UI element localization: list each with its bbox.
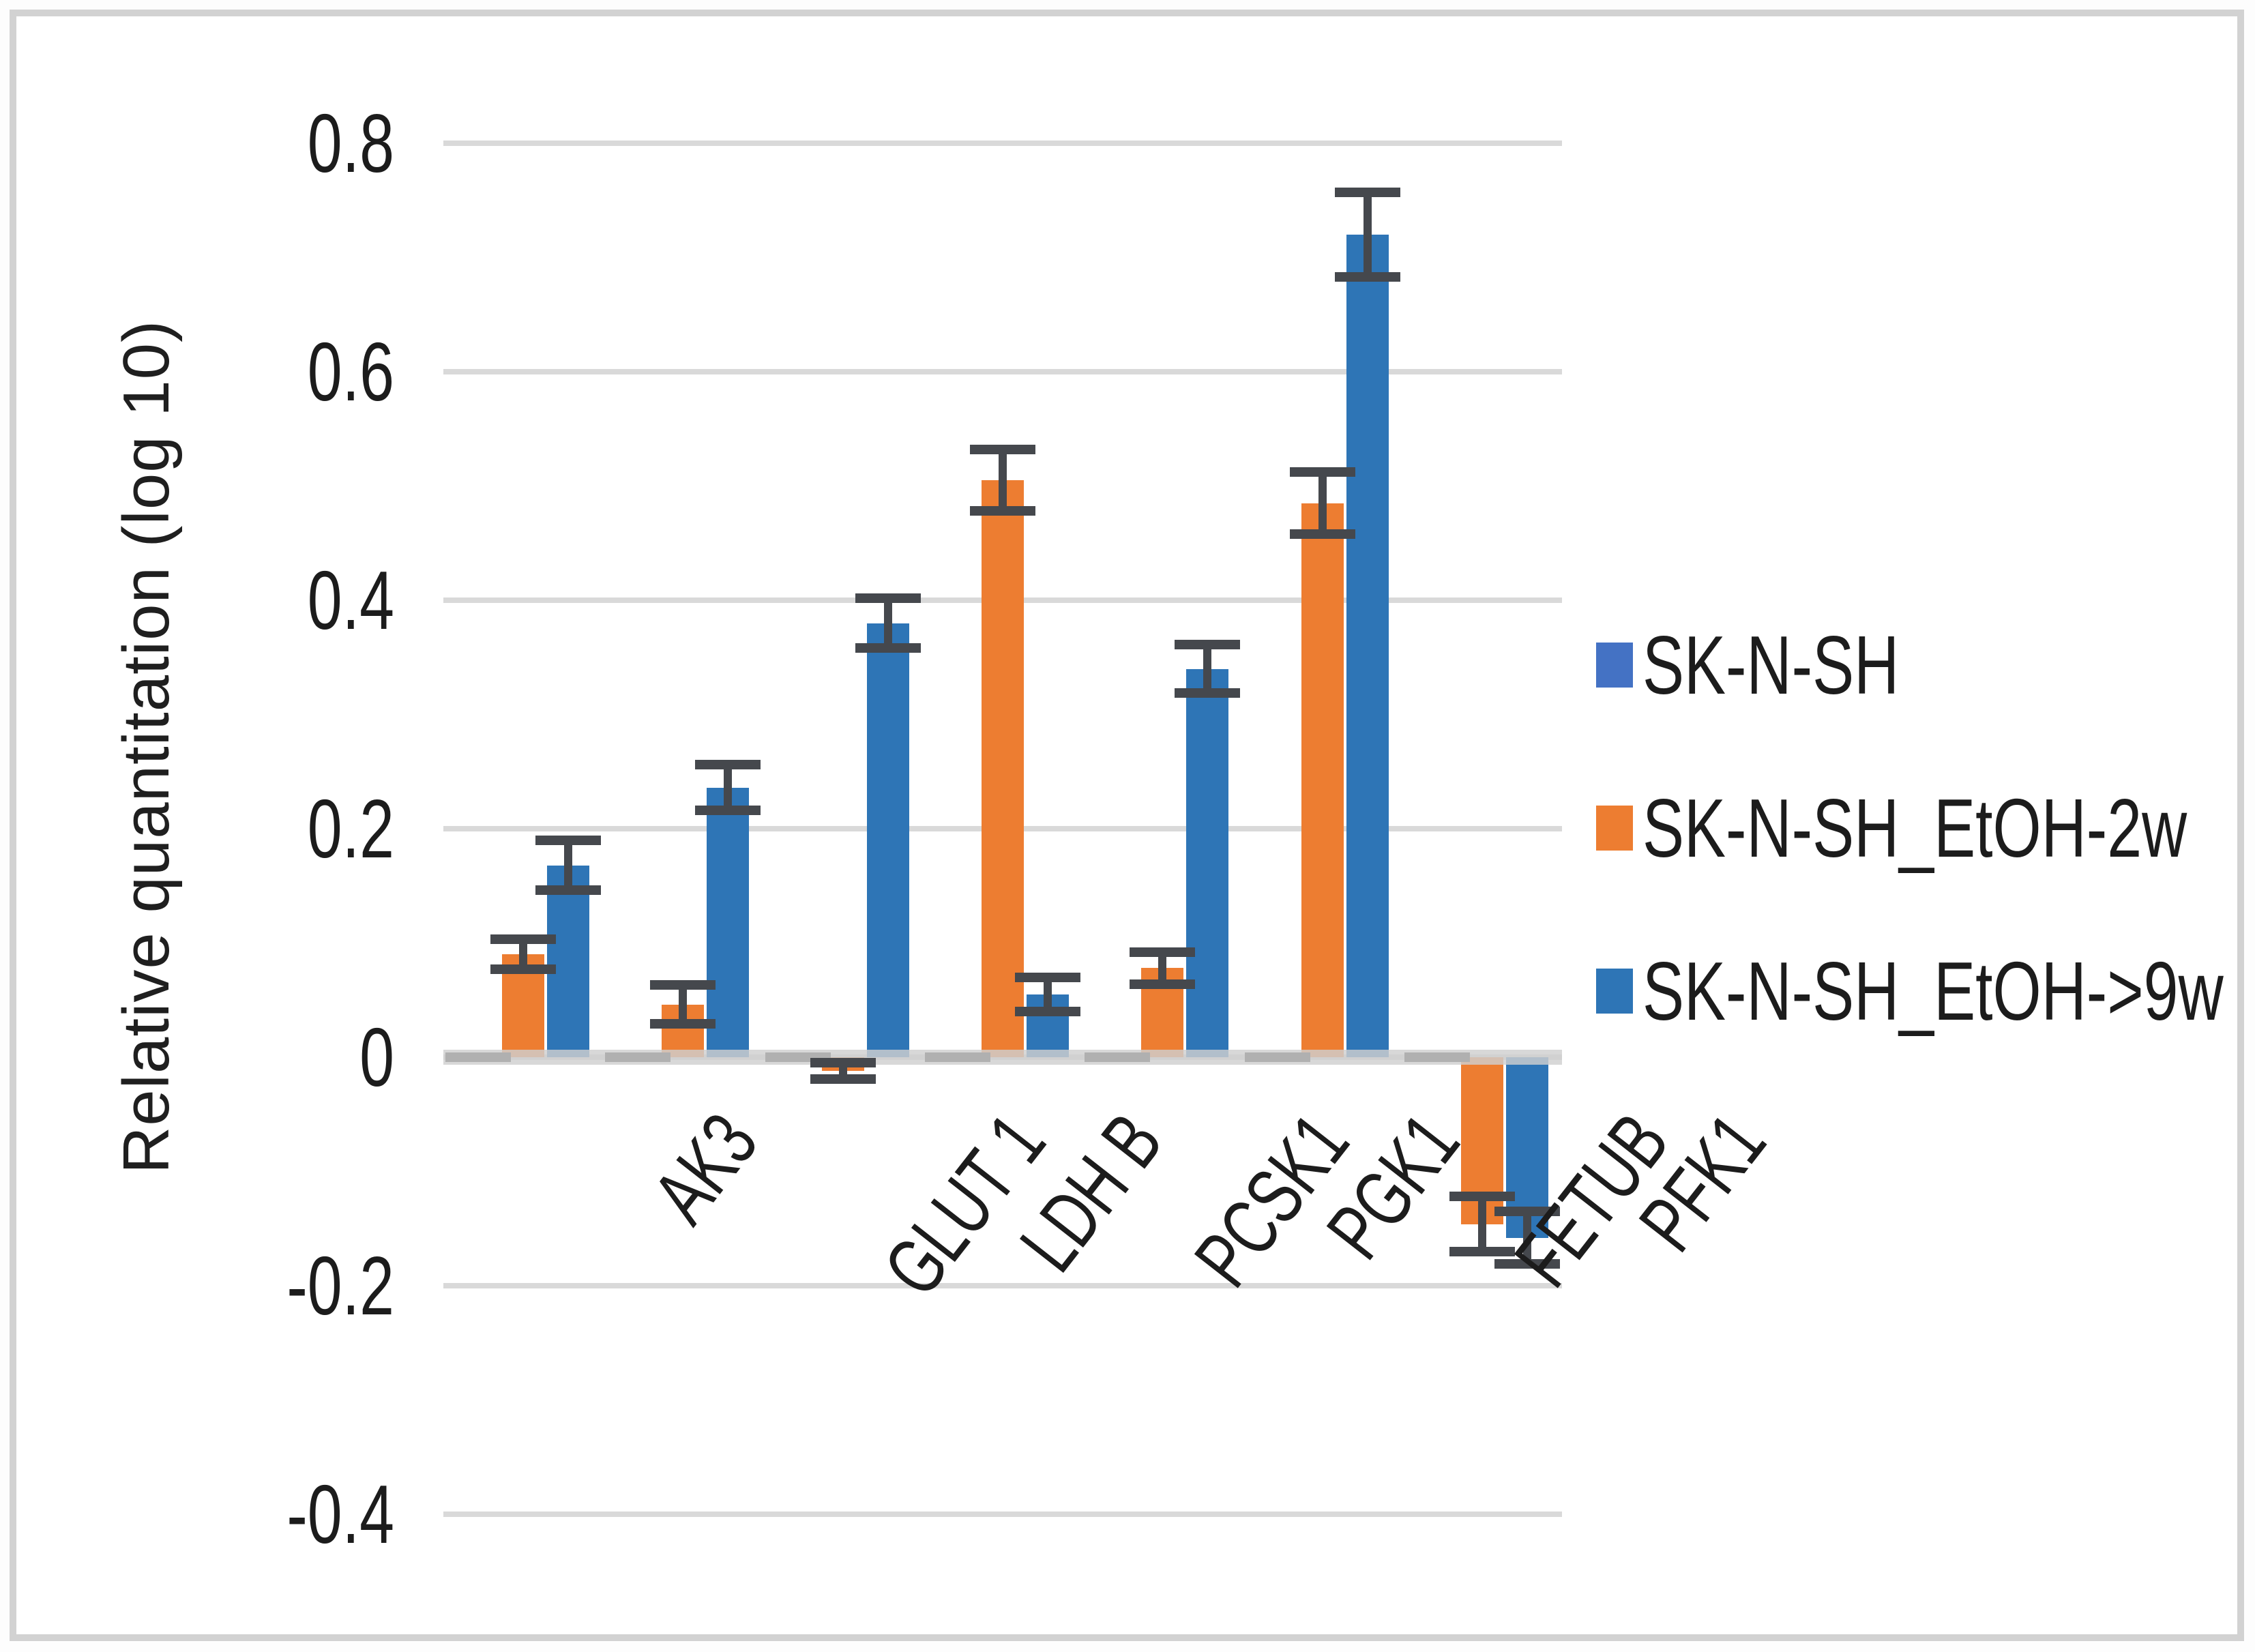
bar-SK-N-SH_EtOH->9w-FETUB bbox=[1346, 235, 1389, 1057]
error-bar-cap bbox=[1175, 688, 1241, 698]
bar-SK-N-SH_EtOH->9w-PGK1 bbox=[1186, 668, 1229, 1057]
reference-zero-cap bbox=[1085, 1052, 1151, 1062]
legend-item-SK-N-SH_EtOH->9w: SK-N-SH_EtOH->9w bbox=[1596, 943, 2255, 1039]
legend-label: SK-N-SH_EtOH-2w bbox=[1642, 782, 2187, 874]
gridline bbox=[443, 369, 1562, 374]
bar-SK-N-SH_EtOH->9w-LDH B bbox=[866, 623, 909, 1057]
error-bar-cap bbox=[1015, 1007, 1080, 1016]
error-bar-cap bbox=[535, 885, 602, 896]
error-bar-cap bbox=[1494, 1207, 1560, 1217]
error-bar bbox=[1363, 192, 1372, 277]
legend-label: SK-N-SH bbox=[1642, 619, 1900, 711]
error-bar bbox=[724, 765, 733, 811]
gridline bbox=[443, 1511, 1562, 1517]
error-bar bbox=[1477, 1196, 1486, 1252]
y-tick-label: -0.4 bbox=[286, 1468, 394, 1561]
error-bar-cap bbox=[1494, 1259, 1560, 1269]
error-bar-cap bbox=[970, 506, 1035, 516]
gridline bbox=[443, 1283, 1562, 1288]
figure-border bbox=[10, 10, 2244, 1641]
bar-SK-N-SH_EtOH-2w-FETUB bbox=[1301, 503, 1344, 1057]
y-axis-title: Relative quantitation (log 10) bbox=[110, 319, 183, 1175]
reference-zero-cap bbox=[1244, 1052, 1310, 1062]
error-bar-cap bbox=[1015, 972, 1080, 982]
y-tick-label: 0.8 bbox=[307, 97, 394, 190]
legend-swatch-icon bbox=[1596, 969, 1633, 1014]
y-tick-label: 0.4 bbox=[307, 554, 394, 647]
error-bar bbox=[564, 840, 573, 891]
legend-item-SK-N-SH_EtOH-2w: SK-N-SH_EtOH-2w bbox=[1596, 780, 2255, 876]
error-bar-cap bbox=[1289, 529, 1355, 539]
error-bar-cap bbox=[810, 1058, 876, 1068]
error-bar-cap bbox=[1334, 188, 1400, 198]
error-bar-cap bbox=[535, 835, 602, 845]
error-bar bbox=[999, 449, 1007, 512]
error-bar-cap bbox=[810, 1074, 876, 1084]
error-bar-cap bbox=[1130, 979, 1196, 989]
legend-label: SK-N-SH_EtOH->9w bbox=[1642, 945, 2224, 1037]
error-bar bbox=[1158, 952, 1167, 984]
error-bar bbox=[519, 939, 528, 970]
y-tick-label: 0.6 bbox=[307, 325, 394, 418]
y-tick-label: -0.2 bbox=[286, 1239, 394, 1332]
error-bar-cap bbox=[490, 964, 557, 975]
error-bar-cap bbox=[1334, 271, 1400, 282]
legend-item-SK-N-SH: SK-N-SH bbox=[1596, 617, 1985, 713]
error-bar bbox=[1203, 645, 1212, 693]
error-bar-cap bbox=[970, 444, 1035, 454]
error-bar bbox=[1318, 472, 1327, 534]
legend-swatch-icon bbox=[1596, 643, 1633, 688]
reference-zero-cap bbox=[925, 1052, 990, 1062]
bar-SK-N-SH_EtOH->9w-AK3 bbox=[547, 865, 590, 1057]
error-bar-cap bbox=[855, 593, 921, 603]
gridline bbox=[443, 141, 1562, 146]
y-tick-label: 0 bbox=[359, 1011, 394, 1104]
error-bar bbox=[1044, 977, 1052, 1012]
error-bar bbox=[1522, 1211, 1531, 1265]
error-bar-cap bbox=[1449, 1246, 1515, 1256]
error-bar-cap bbox=[695, 760, 761, 770]
error-bar-cap bbox=[1449, 1192, 1515, 1202]
error-bar-cap bbox=[855, 643, 921, 653]
bar-SK-N-SH_EtOH-2w-PCSK1 bbox=[982, 480, 1024, 1057]
error-bar-cap bbox=[1130, 947, 1196, 957]
reference-zero-cap bbox=[605, 1052, 671, 1062]
error-bar-cap bbox=[1289, 467, 1355, 477]
error-bar-cap bbox=[1175, 640, 1241, 650]
error-bar bbox=[679, 985, 688, 1024]
legend-swatch-icon bbox=[1596, 806, 1633, 851]
error-bar bbox=[883, 598, 892, 649]
y-tick-label: 0.2 bbox=[307, 782, 394, 875]
error-bar-cap bbox=[695, 806, 761, 816]
error-bar-cap bbox=[650, 1019, 716, 1029]
reference-zero-cap bbox=[1404, 1052, 1470, 1062]
reference-zero-cap bbox=[445, 1052, 512, 1062]
error-bar-cap bbox=[650, 980, 716, 990]
bar-SK-N-SH_EtOH->9w-GLUT 1 bbox=[707, 787, 750, 1057]
error-bar-cap bbox=[490, 934, 557, 945]
